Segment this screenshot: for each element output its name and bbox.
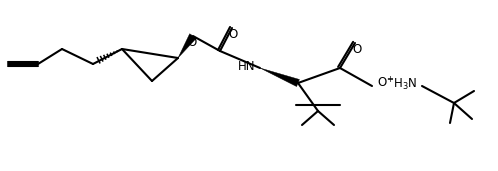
Text: $^{+}$H$_3$N: $^{+}$H$_3$N	[386, 75, 418, 93]
Polygon shape	[178, 34, 196, 58]
Text: O$^{-}$: O$^{-}$	[377, 76, 394, 89]
Text: O: O	[229, 28, 238, 41]
Text: HN: HN	[238, 61, 255, 74]
Text: O: O	[187, 36, 197, 49]
Text: O: O	[353, 43, 362, 56]
Polygon shape	[260, 68, 299, 87]
